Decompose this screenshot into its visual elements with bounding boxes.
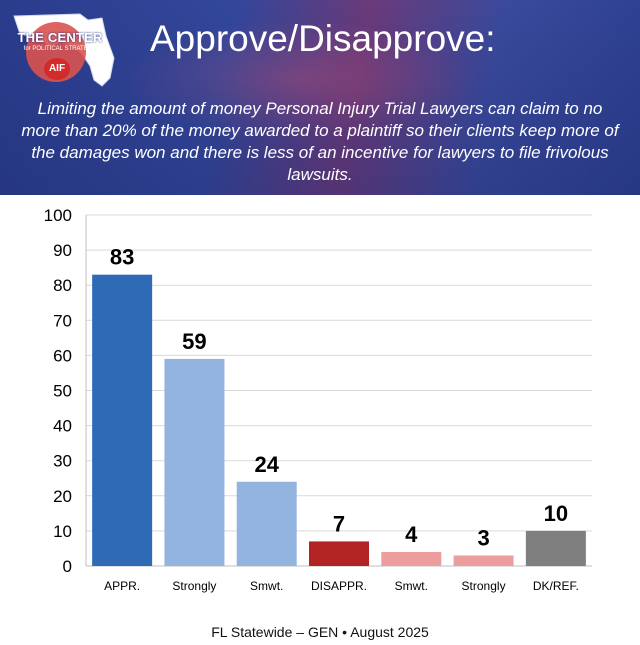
logo-title: THE CENTER bbox=[17, 30, 103, 45]
question-text: Limiting the amount of money Personal In… bbox=[21, 99, 619, 184]
bar bbox=[381, 551, 442, 566]
y-tick-label: 0 bbox=[63, 557, 72, 576]
bar bbox=[309, 541, 369, 566]
y-tick-label: 20 bbox=[53, 487, 72, 506]
data-label: 3 bbox=[477, 525, 489, 550]
y-tick-label: 50 bbox=[53, 382, 72, 401]
x-tick-label: Strongly bbox=[462, 579, 506, 593]
data-label: 59 bbox=[182, 329, 206, 354]
y-tick-label: 90 bbox=[53, 241, 72, 260]
y-tick-label: 40 bbox=[53, 417, 72, 436]
x-tick-label: Smwt. bbox=[395, 579, 428, 593]
data-label: 10 bbox=[544, 501, 568, 526]
data-label: 83 bbox=[110, 245, 134, 270]
logo-badge: AIF bbox=[44, 58, 70, 80]
footer-source: FL Statewide – GEN • August 2025 bbox=[211, 624, 429, 640]
x-tick-label: Smwt. bbox=[250, 579, 283, 593]
data-label: 4 bbox=[405, 522, 418, 547]
y-tick-label: 70 bbox=[53, 311, 72, 330]
x-tick-label: Strongly bbox=[172, 579, 216, 593]
y-tick-label: 60 bbox=[53, 346, 72, 365]
logo-subtitle: for POLITICAL STRATEGY bbox=[23, 46, 97, 52]
y-tick-label: 100 bbox=[44, 206, 72, 225]
bar bbox=[236, 481, 297, 566]
logo: THE CENTER for POLITICAL STRATEGY AIF bbox=[10, 6, 116, 90]
page-title: Approve/Disapprove: bbox=[150, 18, 496, 59]
bar bbox=[92, 274, 153, 566]
data-label: 24 bbox=[254, 452, 279, 477]
x-tick-label: APPR. bbox=[104, 579, 140, 593]
bar bbox=[453, 555, 514, 566]
header-banner bbox=[0, 0, 640, 195]
y-tick-label: 80 bbox=[53, 276, 72, 295]
x-tick-label: DK/REF. bbox=[533, 579, 579, 593]
bar bbox=[164, 358, 225, 566]
bar bbox=[525, 530, 586, 566]
data-label: 7 bbox=[333, 511, 345, 536]
y-tick-label: 10 bbox=[53, 522, 72, 541]
y-tick-label: 30 bbox=[53, 452, 72, 471]
bar-chart: 0 10 20 30 40 50 60 70 80 90 100 83 APPR. 59 Strongly 2… bbox=[44, 206, 592, 593]
florida-map-icon bbox=[13, 13, 115, 87]
x-tick-label: DISAPPR. bbox=[311, 579, 367, 593]
